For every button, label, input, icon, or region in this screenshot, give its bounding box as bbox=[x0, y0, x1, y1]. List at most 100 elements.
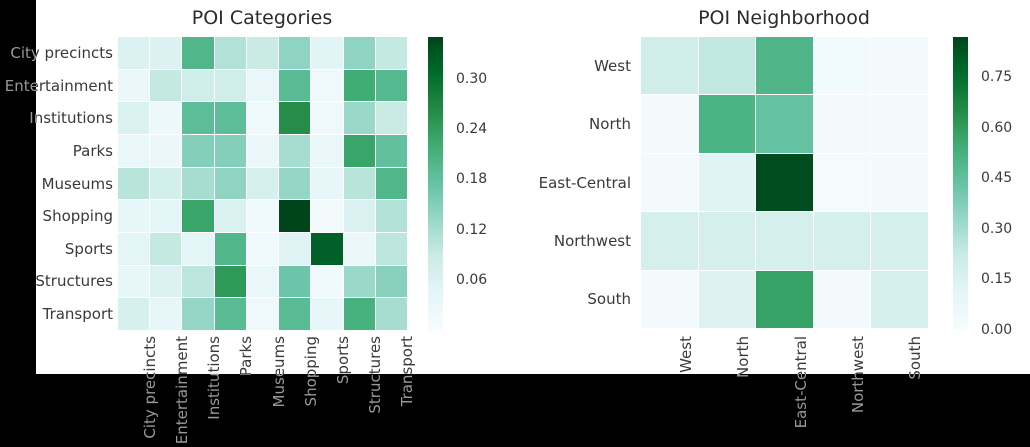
y-tick-label-overflow: Entertainment bbox=[4, 76, 36, 95]
heatmap-cell bbox=[698, 270, 756, 328]
heatmap-cell bbox=[214, 167, 246, 200]
chart-title-poi-neighborhood: POI Neighborhood bbox=[698, 7, 870, 29]
x-tick-label-overflow: Transport bbox=[398, 374, 416, 406]
heatmap-cell bbox=[246, 232, 279, 265]
y-tick-label-overflow: City precincts bbox=[10, 44, 36, 63]
heatmap-cell bbox=[813, 95, 871, 153]
y-tick-label: Institutions bbox=[36, 109, 113, 128]
heatmap-cell bbox=[375, 37, 407, 69]
heatmap-cell bbox=[150, 37, 182, 69]
heatmap-cell bbox=[150, 134, 182, 167]
x-tick-label-overflow: Sports bbox=[334, 374, 352, 384]
heatmap-cell bbox=[118, 200, 150, 232]
x-tick-label-overflow: Parks bbox=[237, 374, 255, 376]
y-tick-label: Structures bbox=[36, 272, 113, 291]
heatmap-cell bbox=[756, 270, 813, 328]
heatmap-cell bbox=[756, 37, 813, 95]
heatmap-cell bbox=[182, 167, 214, 200]
colorbar-tick-label: 0.24 bbox=[456, 121, 488, 138]
heatmap-cell bbox=[813, 37, 871, 95]
x-tick-label-overflow: South bbox=[906, 374, 924, 380]
heatmap-cell bbox=[150, 167, 182, 200]
y-tick-label-overflow: Structures bbox=[0, 272, 36, 290]
colorbar-tick-label: 0.15 bbox=[981, 271, 1013, 288]
heatmap-cell bbox=[871, 37, 928, 95]
figure-content: POI Categories POI Neighborhood 0.30 0.24… bbox=[36, 0, 1030, 374]
heatmap-cell bbox=[756, 153, 813, 212]
heatmap-cell bbox=[246, 134, 279, 167]
heatmap-cell bbox=[375, 232, 407, 265]
heatmap-cell bbox=[311, 200, 343, 232]
heatmap-cell bbox=[641, 37, 698, 95]
colorbar-tick-label: 0.06 bbox=[456, 271, 488, 288]
heatmap-cell bbox=[871, 153, 928, 212]
x-tick-label-overflow: North bbox=[734, 374, 752, 378]
heatmap-cell bbox=[246, 69, 279, 102]
chart-title-poi-categories: POI Categories bbox=[191, 7, 333, 29]
y-tick-label-overflow: Parks bbox=[0, 142, 36, 160]
y-tick-label: South bbox=[587, 289, 631, 308]
x-tick-label: Northwest bbox=[849, 336, 867, 374]
heatmap-cell bbox=[641, 270, 698, 328]
heatmap-cell bbox=[214, 69, 246, 102]
x-tick-label-overflow: Northwest bbox=[848, 374, 867, 414]
colorbar-tick-label: 0.75 bbox=[981, 69, 1013, 86]
colorbar-tick-label: 0.30 bbox=[456, 70, 488, 87]
heatmap-cell bbox=[150, 69, 182, 102]
heatmap-cell bbox=[118, 102, 150, 134]
heatmap-cell bbox=[311, 232, 343, 265]
heatmap-cell bbox=[343, 167, 375, 200]
heatmap-cell bbox=[311, 298, 343, 330]
heatmap-cell bbox=[150, 265, 182, 298]
heatmap-cell bbox=[279, 232, 311, 265]
heatmap-cell bbox=[150, 102, 182, 134]
x-tick-label: West bbox=[676, 336, 695, 373]
heatmap-cell bbox=[246, 200, 279, 232]
x-tick-label-overflow: Shopping bbox=[302, 374, 320, 406]
heatmap-cell bbox=[214, 37, 246, 69]
heatmap-cell bbox=[343, 200, 375, 232]
y-tick-label-overflow: Museums bbox=[0, 175, 36, 193]
heatmap-cell bbox=[343, 265, 375, 298]
x-tick-label: Transport bbox=[397, 336, 416, 374]
heatmap-cell bbox=[279, 265, 311, 298]
heatmap-cell bbox=[756, 95, 813, 153]
y-tick-label: Sports bbox=[64, 239, 113, 258]
heatmap-cell bbox=[246, 37, 279, 69]
heatmap-cell bbox=[756, 212, 813, 270]
heatmap-cell bbox=[311, 69, 343, 102]
colorbar-tick-label: 0.00 bbox=[981, 322, 1013, 338]
y-tick-label: Entertainment bbox=[36, 76, 113, 95]
y-tick-label: Shopping bbox=[42, 207, 113, 226]
colorbar-tick-label: 0.60 bbox=[981, 119, 1013, 136]
x-tick-label-overflow: Institutions bbox=[205, 374, 224, 420]
heatmap-cell bbox=[375, 200, 407, 232]
y-tick-label: City precincts bbox=[36, 44, 113, 63]
heatmap-cell bbox=[246, 102, 279, 134]
heatmap-cell bbox=[698, 95, 756, 153]
heatmap-cell bbox=[311, 265, 343, 298]
heatmap-cell bbox=[182, 69, 214, 102]
heatmap-cell bbox=[279, 298, 311, 330]
colorbar-tick-label: 0.12 bbox=[456, 221, 488, 238]
heatmap-cell bbox=[375, 265, 407, 298]
heatmap-cell bbox=[214, 265, 246, 298]
x-tick-label: Museums bbox=[269, 336, 288, 374]
heatmap-cell bbox=[118, 37, 150, 69]
heatmap-cell bbox=[311, 167, 343, 200]
heatmap-cell bbox=[813, 153, 871, 212]
y-tick-label-overflow: Institutions bbox=[29, 109, 36, 128]
x-tick-label-overflow: East-Central bbox=[791, 374, 810, 429]
heatmap-cell bbox=[279, 102, 311, 134]
heatmap-cell bbox=[698, 153, 756, 212]
x-tick-label: Parks bbox=[237, 336, 256, 374]
heatmap-cell bbox=[311, 102, 343, 134]
heatmap-cell bbox=[118, 265, 150, 298]
heatmap-cell bbox=[813, 270, 871, 328]
colorbar-0 bbox=[428, 37, 443, 330]
heatmap-cell bbox=[698, 37, 756, 95]
x-tick-label: Shopping bbox=[301, 336, 320, 374]
heatmap-cell bbox=[698, 212, 756, 270]
heatmap-cell bbox=[813, 212, 871, 270]
